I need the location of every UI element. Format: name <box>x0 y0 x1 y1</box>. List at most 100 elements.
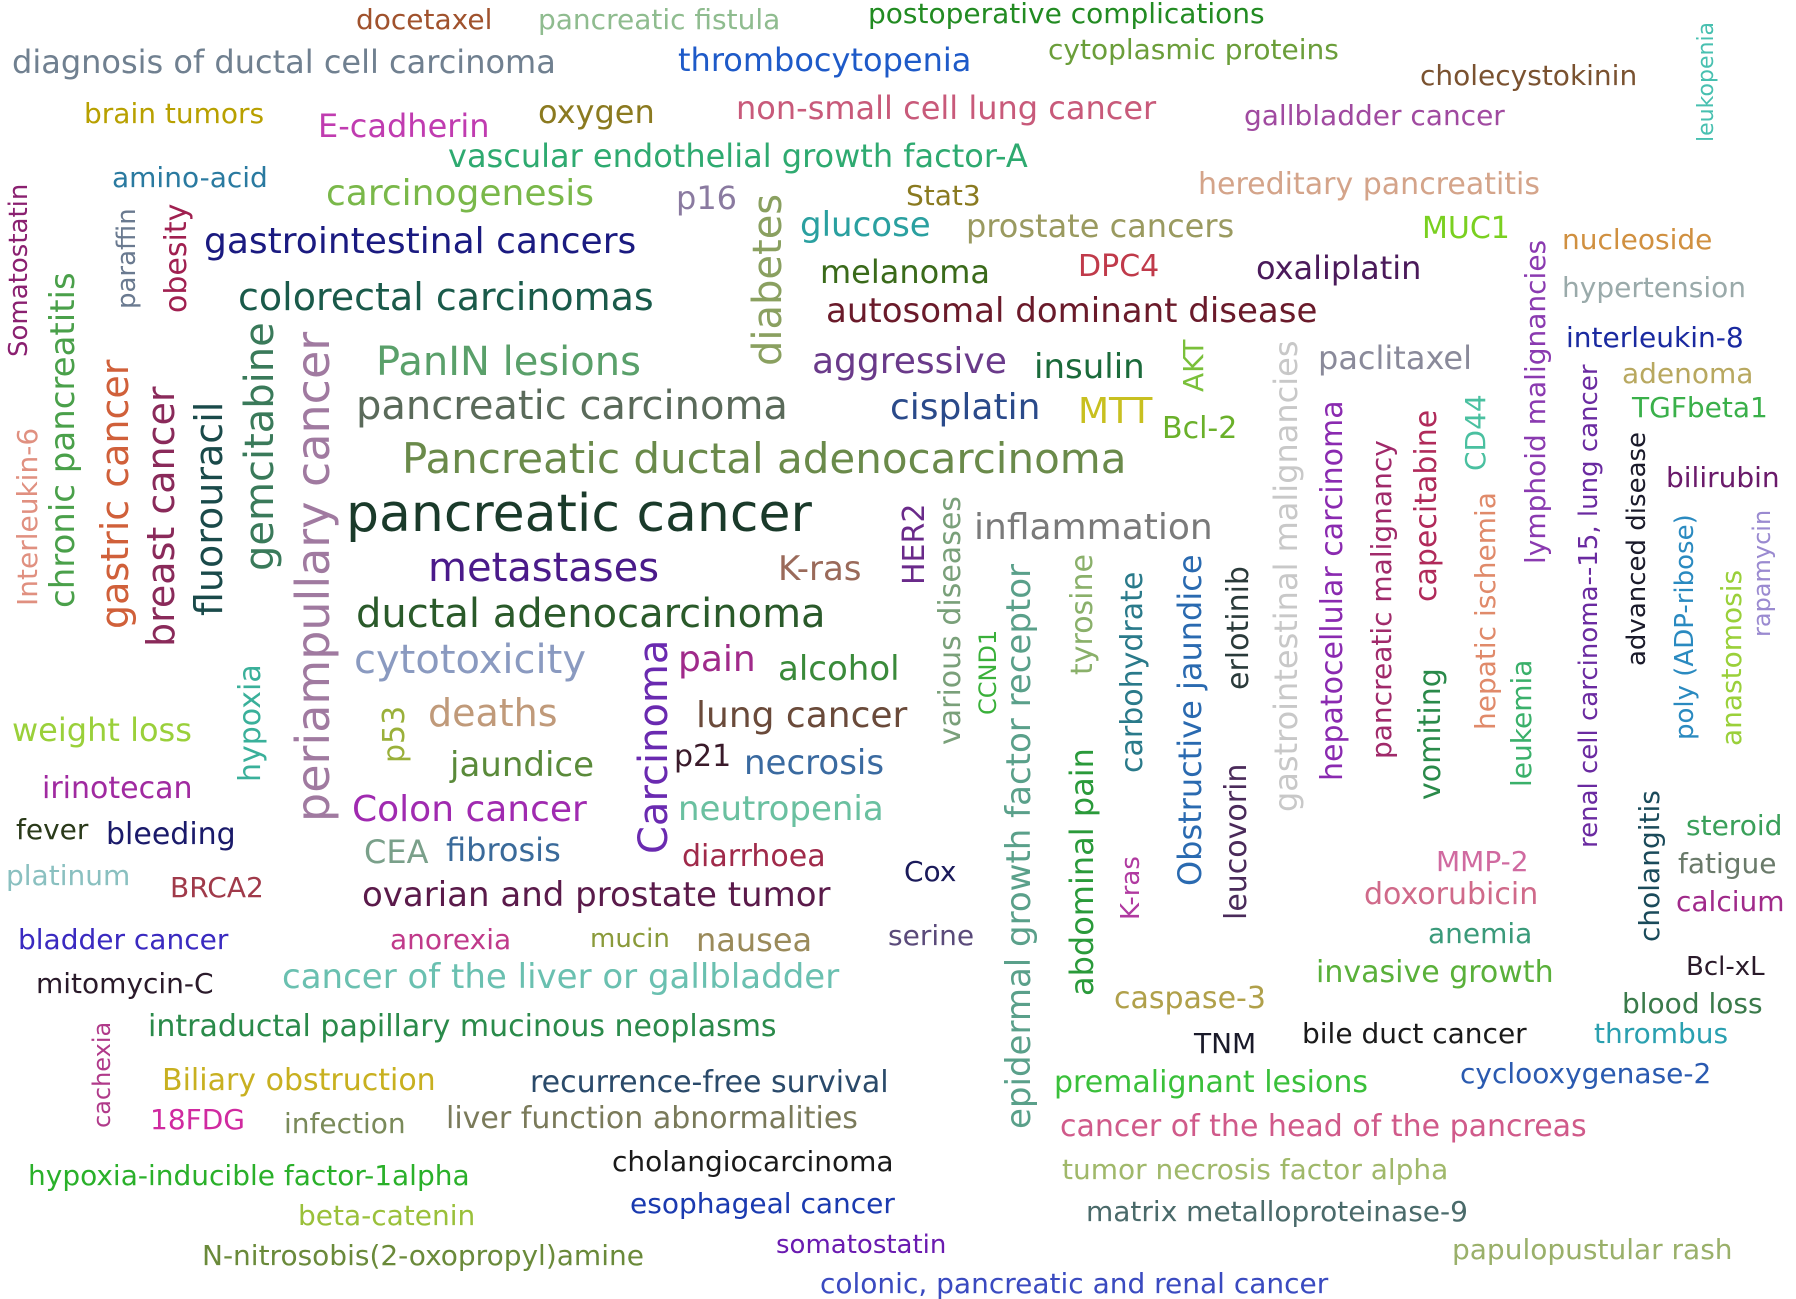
word-somatostatin: Somatostatin <box>4 183 34 357</box>
word-deaths: deaths <box>428 691 558 735</box>
word-hypoxia-inducible-factor-1alpha: hypoxia-inducible factor-1alpha <box>28 1159 470 1192</box>
word-ductal-adenocarcinoma: ductal adenocarcinoma <box>356 591 826 637</box>
word-akt: AKT <box>1177 339 1210 392</box>
word-hereditary-pancreatitis: hereditary pancreatitis <box>1198 167 1541 202</box>
word-caspase-3: caspase-3 <box>1114 981 1266 1016</box>
word-various-diseases: various diseases <box>933 496 968 745</box>
word-muc1: MUC1 <box>1422 211 1510 246</box>
word-lymphoid-malignancies: lymphoid malignancies <box>1519 239 1552 564</box>
word-erlotinib: erlotinib <box>1221 566 1256 690</box>
word-esophageal-cancer: esophageal cancer <box>630 1187 895 1220</box>
word-k-ras: K-ras <box>778 549 862 589</box>
word-cancer-of-the-head-of-the-pancreas: cancer of the head of the pancreas <box>1060 1109 1587 1144</box>
word-ovarian-and-prostate-tumor: ovarian and prostate tumor <box>362 875 831 915</box>
word-bleeding: bleeding <box>106 817 236 852</box>
word-tumor-necrosis-factor-alpha: tumor necrosis factor alpha <box>1062 1153 1449 1186</box>
word-blood-loss: blood loss <box>1622 987 1763 1020</box>
word-irinotecan: irinotecan <box>42 771 193 806</box>
word-serine: serine <box>888 919 975 952</box>
word-premalignant-lesions: premalignant lesions <box>1054 1065 1368 1100</box>
word-n-nitrosobis-2-oxopropyl-amine: N-nitrosobis(2-oxopropyl)amine <box>202 1239 644 1272</box>
word-gemcitabine: gemcitabine <box>237 322 283 571</box>
word-inflammation: inflammation <box>974 507 1213 548</box>
word-melanoma: melanoma <box>820 253 990 291</box>
word-cox: Cox <box>904 855 957 888</box>
word-aggressive: aggressive <box>812 341 1007 382</box>
word-interleukin-8: interleukin-8 <box>1566 321 1744 354</box>
word-e-cadherin: E-cadherin <box>318 107 490 145</box>
word-panin-lesions: PanIN lesions <box>376 339 641 385</box>
word-tnm: TNM <box>1194 1027 1257 1060</box>
word-colonic-pancreatic-and-renal-cancer: colonic, pancreatic and renal cancer <box>820 1267 1329 1299</box>
word-mucin: mucin <box>590 924 670 954</box>
word-obesity: obesity <box>159 203 194 313</box>
word-leukopenia: leukopenia <box>1694 21 1719 142</box>
word-bladder-cancer: bladder cancer <box>18 923 229 956</box>
word-hypertension: hypertension <box>1562 271 1747 304</box>
word-bilirubin: bilirubin <box>1666 461 1780 494</box>
word-anemia: anemia <box>1428 917 1533 950</box>
word-pancreatic-ductal-adenocarcinoma: Pancreatic ductal adenocarcinoma <box>402 434 1127 483</box>
word-jaundice: jaundice <box>450 745 595 785</box>
word-renal-cell-carcinoma-15-lung-cancer: renal cell carcinoma--15, lung cancer <box>1574 364 1604 848</box>
word-carbohydrate: carbohydrate <box>1115 571 1150 773</box>
word-leucovorin: leucovorin <box>1219 763 1254 920</box>
word-matrix-metalloproteinase-9: matrix metalloproteinase-9 <box>1086 1195 1468 1228</box>
word-recurrence-free-survival: recurrence-free survival <box>530 1065 889 1100</box>
word-cyclooxygenase-2: cyclooxygenase-2 <box>1460 1057 1712 1090</box>
word-leukemia: leukemia <box>1505 659 1538 787</box>
word-cholecystokinin: cholecystokinin <box>1420 59 1638 92</box>
word-fibrosis: fibrosis <box>446 831 561 869</box>
word-metastases: metastases <box>428 545 660 591</box>
word-her2: HER2 <box>897 503 932 585</box>
word-lung-cancer: lung cancer <box>696 695 908 736</box>
word-oxygen: oxygen <box>538 93 655 131</box>
word-pain: pain <box>678 639 756 680</box>
word-diagnosis-of-ductal-cell-carcinoma: diagnosis of ductal cell carcinoma <box>12 43 556 81</box>
word-tyrosine: tyrosine <box>1065 554 1100 675</box>
word-paclitaxel: paclitaxel <box>1318 339 1472 377</box>
word-cd44: CD44 <box>1459 394 1492 471</box>
word-gallbladder-cancer: gallbladder cancer <box>1244 99 1505 132</box>
word-anastomosis: anastomosis <box>1715 569 1748 746</box>
word-intraductal-papillary-mucinous-neoplasms: intraductal papillary mucinous neoplasms <box>148 1009 777 1044</box>
word-hypoxia: hypoxia <box>233 664 268 782</box>
word-rapamycin: rapamycin <box>1748 509 1776 637</box>
word-pancreatic-fistula: pancreatic fistula <box>538 3 781 36</box>
word-nausea: nausea <box>696 921 813 959</box>
word-fever: fever <box>16 813 89 846</box>
word-diarrhoea: diarrhoea <box>682 839 826 874</box>
word-capecitabine: capecitabine <box>1409 409 1444 602</box>
word-brain-tumors: brain tumors <box>84 97 265 130</box>
word-cytoplasmic-proteins: cytoplasmic proteins <box>1048 33 1339 66</box>
word-adenoma: adenoma <box>1622 357 1754 390</box>
word-liver-function-abnormalities: liver function abnormalities <box>446 1101 858 1136</box>
word-tgfbeta1: TGFbeta1 <box>1632 391 1768 424</box>
word-cachexia: cachexia <box>88 1021 116 1128</box>
word-advanced-disease: advanced disease <box>1622 431 1652 666</box>
word-hepatic-ischemia: hepatic ischemia <box>1469 492 1502 730</box>
word-cholangitis: cholangitis <box>1633 790 1666 942</box>
word-anorexia: anorexia <box>390 923 512 956</box>
word-brca2: BRCA2 <box>170 871 264 904</box>
word-biliary-obstruction: Biliary obstruction <box>162 1063 436 1098</box>
word-colon-cancer: Colon cancer <box>352 789 587 830</box>
word-platinum: platinum <box>6 859 131 892</box>
word-vascular-endothelial-growth-factor-a: vascular endothelial growth factor-A <box>448 137 1028 175</box>
word-gastrointestinal-cancers: gastrointestinal cancers <box>204 221 637 262</box>
word-cancer-of-the-liver-or-gallbladder: cancer of the liver or gallbladder <box>282 957 840 997</box>
word-pancreatic-malignancy: pancreatic malignancy <box>1365 440 1398 759</box>
word-cea: CEA <box>364 833 429 871</box>
word-stat3: Stat3 <box>906 179 981 212</box>
word-mmp-2: MMP-2 <box>1436 845 1529 878</box>
word-poly-adp-ribose: poly (ADP-ribose) <box>1670 514 1700 740</box>
word-cholangiocarcinoma: cholangiocarcinoma <box>612 1145 894 1178</box>
word-amino-acid: amino-acid <box>112 161 268 194</box>
word-autosomal-dominant-disease: autosomal dominant disease <box>826 291 1318 331</box>
word-cisplatin: cisplatin <box>890 387 1041 428</box>
word-prostate-cancers: prostate cancers <box>966 207 1235 245</box>
word-fluorouracil: fluorouracil <box>187 401 231 616</box>
word-carcinogenesis: carcinogenesis <box>326 173 594 214</box>
word-pancreatic-carcinoma: pancreatic carcinoma <box>356 383 788 429</box>
word-carcinoma: Carcinoma <box>631 639 677 854</box>
